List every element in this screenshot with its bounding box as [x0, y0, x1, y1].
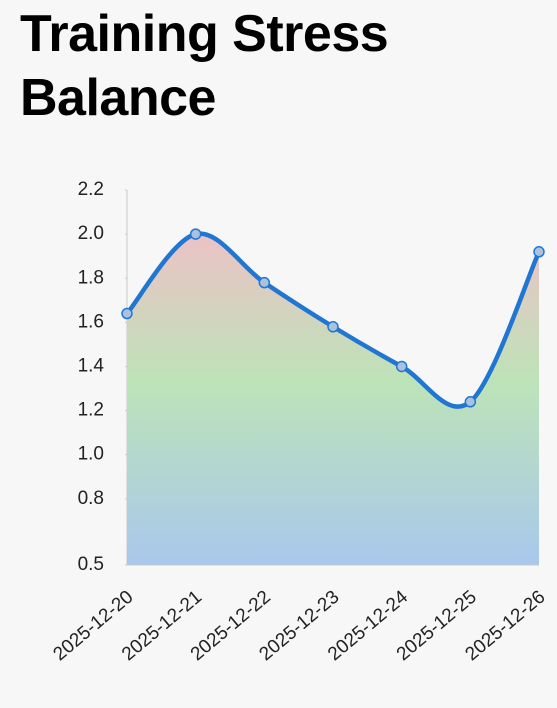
y-tick-label: 1.4: [78, 355, 105, 376]
y-tick-label: 1.6: [78, 311, 104, 332]
point: [327, 321, 339, 333]
y-tick-label: 0.8: [78, 488, 104, 509]
area: [127, 233, 539, 566]
y-tick-label: 1.0: [78, 444, 104, 465]
point: [395, 360, 408, 373]
point: [533, 246, 545, 258]
point: [189, 228, 202, 240]
chart-title: Training Stress Balance: [20, 5, 389, 127]
y-tick-label: 2.0: [78, 223, 104, 244]
y-tick-label: 0.5: [78, 554, 104, 575]
point: [258, 276, 271, 289]
y-tick-label: 1.8: [78, 267, 104, 288]
point: [464, 396, 477, 408]
point: [121, 307, 133, 320]
y-tick-label: 1.2: [78, 400, 104, 421]
y-tick-label: 2.2: [78, 179, 104, 200]
